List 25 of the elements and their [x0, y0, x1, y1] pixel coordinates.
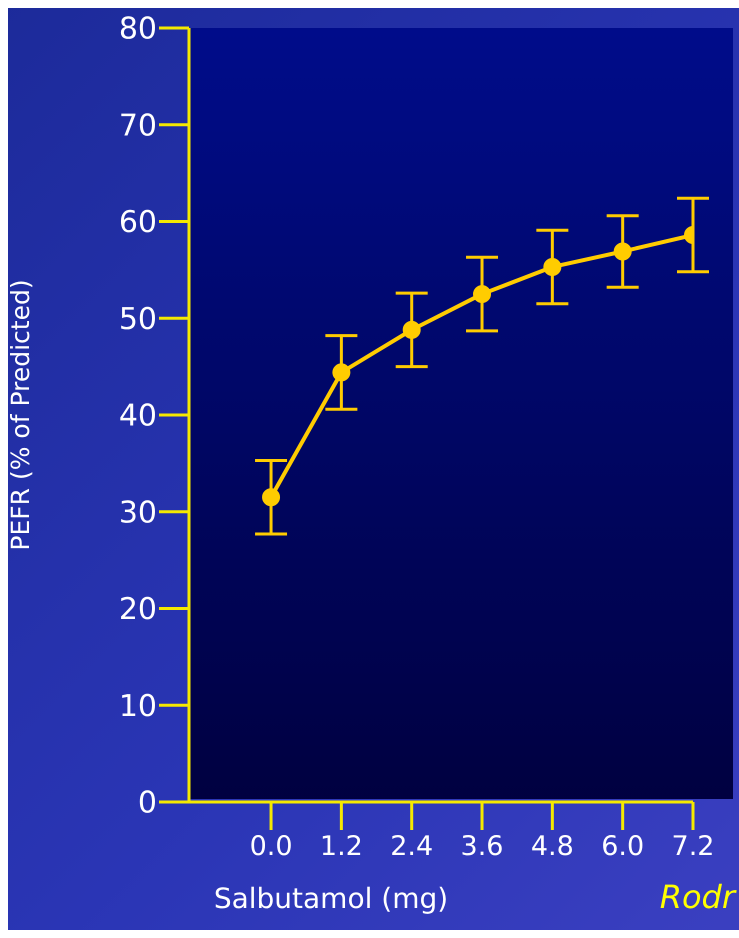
point: [262, 488, 280, 506]
point: [473, 285, 492, 304]
y-tick-label: 60: [118, 205, 157, 240]
x-tick-label: 2.4: [390, 831, 434, 862]
x-tick-label: 0.0: [250, 831, 293, 862]
y-tick-label: 20: [118, 592, 157, 628]
x-axis-title: Salbutamol (mg): [214, 882, 448, 915]
point: [402, 320, 421, 339]
y-tick-label: 80: [118, 12, 157, 47]
point: [543, 258, 562, 276]
text: Rodr: [660, 878, 735, 916]
point: [332, 363, 350, 382]
x-tick-label: 7.2: [672, 831, 714, 862]
x-tick-label: 6.0: [601, 831, 644, 862]
x-tick-label: 4.8: [530, 831, 574, 862]
y-tick-label: 10: [118, 688, 157, 724]
x-tick-label: 3.6: [460, 831, 504, 862]
x-tick-label: 1.2: [320, 831, 363, 862]
y-tick-label: 0: [138, 786, 157, 821]
y-tick-label: 40: [118, 398, 157, 434]
y-tick-label: 70: [118, 108, 157, 144]
point: [614, 242, 632, 260]
y-axis-title: PEFR (% of Predicted): [6, 279, 35, 551]
y-tick-label: 30: [118, 495, 157, 530]
y-tick-label: 50: [118, 302, 157, 337]
